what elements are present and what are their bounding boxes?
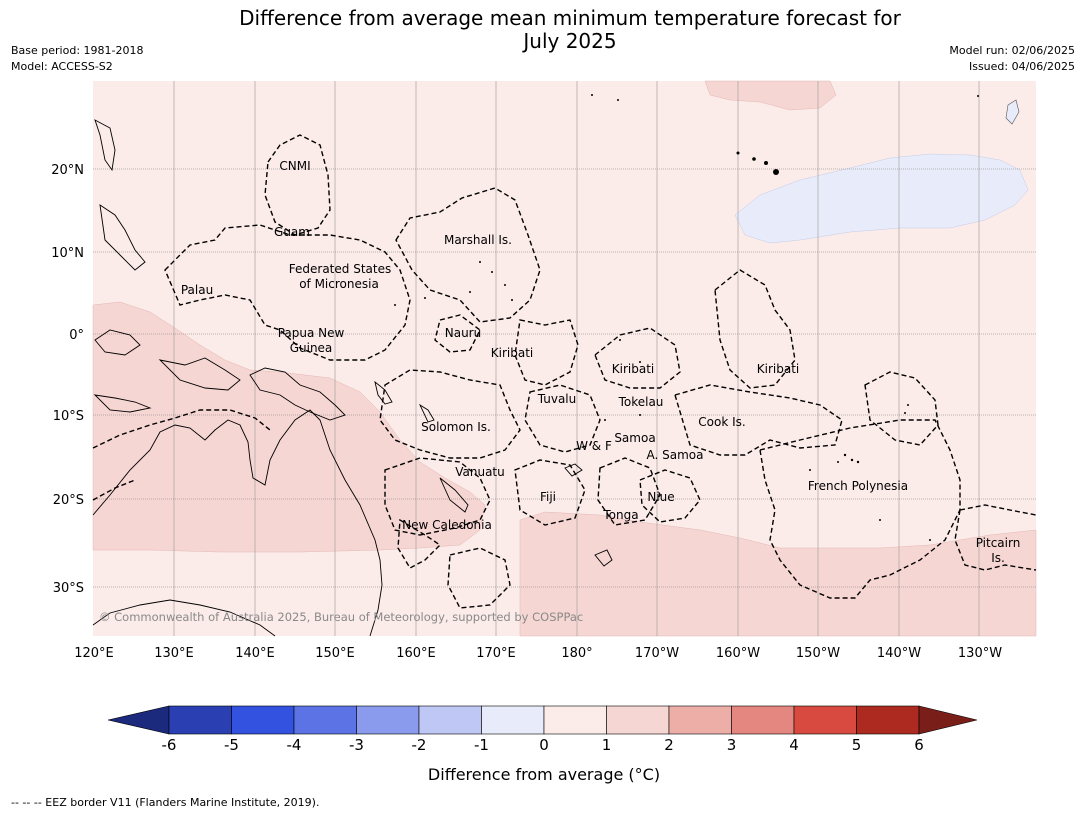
meta-left: Base period: 1981-2018 Model: ACCESS-S2 xyxy=(11,43,143,75)
cool-patch-small xyxy=(1005,99,1020,125)
colorbar-tick: -6 xyxy=(162,736,177,754)
lon-label-130e: 130°E xyxy=(154,646,194,661)
meridian-lines xyxy=(173,81,980,636)
lat-label-equator: 0° xyxy=(69,328,84,343)
colorbar-over-arrow xyxy=(918,705,978,735)
colorbar-bin xyxy=(793,705,857,735)
lon-label-160w: 160°W xyxy=(716,646,760,661)
model-run: Model run: 02/06/2025 xyxy=(949,44,1075,57)
colorbar-bin xyxy=(481,705,545,735)
colorbar-bin xyxy=(231,705,295,735)
meta-right: Model run: 02/06/2025 Issued: 04/06/2025 xyxy=(949,43,1075,75)
label-png-1: Papua New xyxy=(278,326,345,340)
colorbar-tick: 5 xyxy=(852,736,862,754)
label-solomon: Solomon Is. xyxy=(421,420,491,434)
label-cnmi: CNMI xyxy=(279,159,310,173)
anomaly-cool-region xyxy=(734,153,1029,244)
label-fsm-1: Federated States xyxy=(289,262,391,276)
label-cook: Cook Is. xyxy=(698,415,745,429)
colorbar-bin xyxy=(418,705,482,735)
island-dots xyxy=(394,94,979,541)
latitude-labels: 20°N 10°N 0° 10°S 20°S 30°S xyxy=(51,163,84,596)
label-guam: Guam xyxy=(274,225,310,239)
label-kiribati-east: Kiribati xyxy=(757,362,799,376)
longitude-labels: 120°E 130°E 140°E 150°E 160°E 170°E 180°… xyxy=(74,646,1002,661)
lon-label-180: 180° xyxy=(561,646,592,661)
base-period: Base period: 1981-2018 xyxy=(11,44,144,57)
label-kiribati-west: Kiribati xyxy=(491,346,533,360)
label-png-2: Guinea xyxy=(290,341,333,355)
colorbar-tick: 1 xyxy=(602,736,612,754)
lat-label-10s: 10°S xyxy=(53,409,84,424)
copyright-notice: © Commonwealth of Australia 2025, Bureau… xyxy=(99,610,583,624)
colorbar-tick: -2 xyxy=(412,736,427,754)
label-french-polynesia: French Polynesia xyxy=(808,479,908,493)
lon-label-140w: 140°W xyxy=(877,646,921,661)
lat-label-20s: 20°S xyxy=(53,493,84,508)
label-pitcairn-1: Pitcairn xyxy=(976,536,1021,550)
label-marshall: Marshall Is. xyxy=(444,233,512,247)
colorbar-tick: 4 xyxy=(789,736,799,754)
colorbar-bin xyxy=(356,705,420,735)
colorbar-bin xyxy=(668,705,732,735)
lon-label-160e: 160°E xyxy=(396,646,436,661)
label-new-caledonia: New Caledonia xyxy=(402,518,492,532)
coastlines xyxy=(92,119,613,637)
model-name: Model: ACCESS-S2 xyxy=(11,60,113,73)
eez-legend-note: -- -- -- EEZ border V11 (Flanders Marine… xyxy=(11,796,320,809)
lon-label-170w: 170°W xyxy=(635,646,679,661)
colorbar-bin xyxy=(606,705,670,735)
lat-label-20n: 20°N xyxy=(51,163,84,178)
colorbar-bin xyxy=(731,705,795,735)
label-vanuatu: Vanuatu xyxy=(455,465,505,479)
colorbar-under-arrow xyxy=(107,705,170,735)
lon-label-150w: 150°W xyxy=(796,646,840,661)
label-wf: W & F xyxy=(576,439,612,453)
label-palau: Palau xyxy=(181,283,213,297)
label-tuvalu: Tuvalu xyxy=(537,392,577,406)
lon-label-170e: 170°E xyxy=(476,646,516,661)
chart-title: Difference from average mean minimum tem… xyxy=(0,7,1085,53)
label-fiji: Fiji xyxy=(540,490,556,504)
colorbar-tick: 2 xyxy=(664,736,674,754)
label-tokelau: Tokelau xyxy=(618,395,664,409)
colorbar-bin xyxy=(856,705,920,735)
colorbar-tick: 0 xyxy=(539,736,549,754)
colorbar-bin xyxy=(293,705,357,735)
label-kiribati-central: Kiribati xyxy=(612,362,654,376)
issued-date: Issued: 04/06/2025 xyxy=(968,60,1075,73)
label-niue: Niue xyxy=(647,490,674,504)
lon-label-120e: 120°E xyxy=(74,646,114,661)
colorbar-tick: -5 xyxy=(224,736,239,754)
colorbar-tick: -3 xyxy=(349,736,364,754)
colorbar-tick: -1 xyxy=(474,736,489,754)
lon-label-130w: 130°W xyxy=(958,646,1002,661)
label-tonga: Tonga xyxy=(602,508,638,522)
label-nauru: Nauru xyxy=(445,326,481,340)
label-fsm-2: of Micronesia xyxy=(299,277,379,291)
eez-borders xyxy=(92,134,1037,609)
label-samoa: Samoa xyxy=(614,431,655,445)
lon-label-140e: 140°E xyxy=(235,646,275,661)
colorbar-tick: 6 xyxy=(914,736,924,754)
colorbar-label: Difference from average (°C) xyxy=(428,765,660,784)
colorbar-bin xyxy=(543,705,607,735)
colorbar-tick: -4 xyxy=(287,736,302,754)
colorbar-bin xyxy=(168,705,232,735)
colorbar-tick: 3 xyxy=(727,736,737,754)
label-asamoa: A. Samoa xyxy=(647,448,704,462)
title-line-1: Difference from average mean minimum tem… xyxy=(239,6,901,30)
lat-label-10n: 10°N xyxy=(51,246,84,261)
place-labels: CNMI Guam Marshall Is. Federated States … xyxy=(181,159,1020,565)
label-pitcairn-2: Is. xyxy=(991,551,1005,565)
lat-label-30s: 30°S xyxy=(53,581,84,596)
colorbar: -6 -5 -4 -3 -2 -1 0 1 2 3 4 5 6 Differen… xyxy=(107,705,978,784)
title-line-2: July 2025 xyxy=(523,29,617,53)
lon-label-150e: 150°E xyxy=(315,646,355,661)
